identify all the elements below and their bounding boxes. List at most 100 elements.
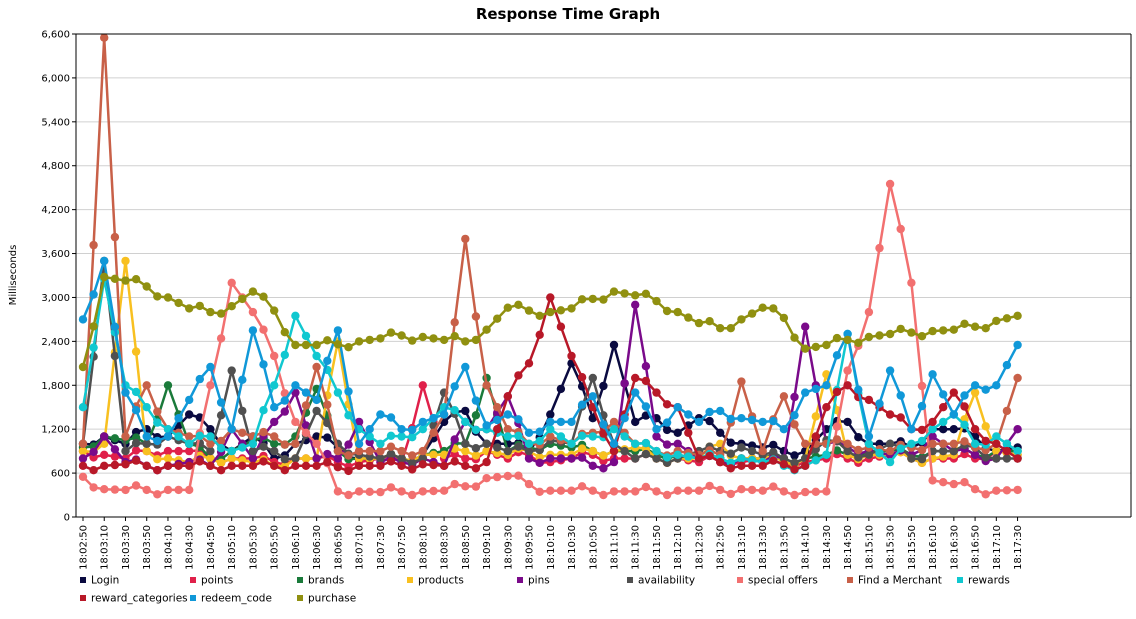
data-point [949,439,958,448]
data-point [524,359,534,368]
data-point [535,458,544,467]
data-point [439,450,449,459]
y-tick-label: 4,800 [41,161,70,172]
data-point [631,439,640,448]
data-point [737,461,746,470]
series-layer [78,33,1022,500]
data-point [694,318,704,328]
data-point [450,406,459,415]
legend-swatch [407,577,413,583]
data-point [429,334,438,343]
data-point [1002,360,1012,370]
data-point [270,439,279,448]
data-point [301,454,311,463]
data-point [78,315,88,324]
y-tick-label: 1,800 [41,381,70,392]
data-point [354,487,364,496]
data-point [917,381,927,391]
x-tick-label: 18:03:10 [100,525,111,570]
data-point [450,332,459,341]
data-point [110,322,120,331]
data-point [354,439,364,448]
data-point [577,295,587,304]
data-point [429,486,438,496]
data-point [524,446,534,456]
data-point [567,417,576,427]
data-point [556,306,566,315]
data-point [461,439,470,448]
data-point [960,437,969,446]
data-point [737,454,746,463]
data-point [747,309,757,318]
data-point [896,324,905,334]
data-point [142,446,151,456]
data-point [662,306,672,316]
data-point [939,478,948,487]
x-tick-label: 18:11:50 [652,525,663,570]
data-point [365,432,374,441]
data-point [514,415,523,424]
data-point [843,381,852,390]
data-point [153,466,162,475]
data-point [588,461,597,470]
data-point [312,454,321,463]
data-point [323,400,332,409]
data-point [588,446,597,456]
data-point [312,461,321,470]
data-point [78,403,88,412]
data-point [110,485,120,494]
data-point [747,415,757,425]
data-point [981,453,990,462]
data-point [89,483,98,492]
data-point [546,425,555,434]
data-point [854,338,863,347]
data-point [312,340,321,350]
data-point [365,461,374,470]
data-point [248,461,258,470]
data-point [556,417,566,427]
data-point [716,406,725,416]
data-point [684,428,693,437]
legend-item: Login [80,575,119,587]
x-tick-label: 18:14:30 [822,525,833,570]
data-point [673,307,682,317]
data-point [514,371,523,380]
data-point [641,482,651,492]
data-point [811,487,820,496]
data-point [153,436,162,446]
data-point [790,392,799,402]
data-point [939,425,948,434]
data-point [174,298,183,308]
series-special-offers [78,179,1022,500]
x-tick-label: 18:14:10 [801,525,812,570]
data-point [599,295,608,304]
data-point [885,329,895,339]
x-tick-label: 18:05:30 [248,525,259,570]
data-point [577,431,587,440]
data-point [907,278,916,287]
data-point [939,439,948,448]
legend-swatch [297,577,303,583]
data-point [864,450,874,459]
legend-item: products [407,575,464,587]
data-point [1013,425,1022,434]
data-point [928,370,937,379]
data-point [588,373,597,383]
data-point [779,454,789,463]
data-point [259,360,268,369]
y-tick-label: 1,200 [41,425,70,436]
data-point [131,347,141,356]
data-point [843,366,852,375]
data-point [248,446,258,456]
data-point [461,482,470,491]
data-point [121,485,130,495]
data-point [949,325,958,334]
data-point [652,432,661,441]
data-point [493,403,502,412]
data-point [747,485,757,495]
data-point [907,439,916,448]
data-point [482,381,491,390]
data-point [493,314,502,323]
data-point [535,487,544,496]
data-point [89,290,98,299]
